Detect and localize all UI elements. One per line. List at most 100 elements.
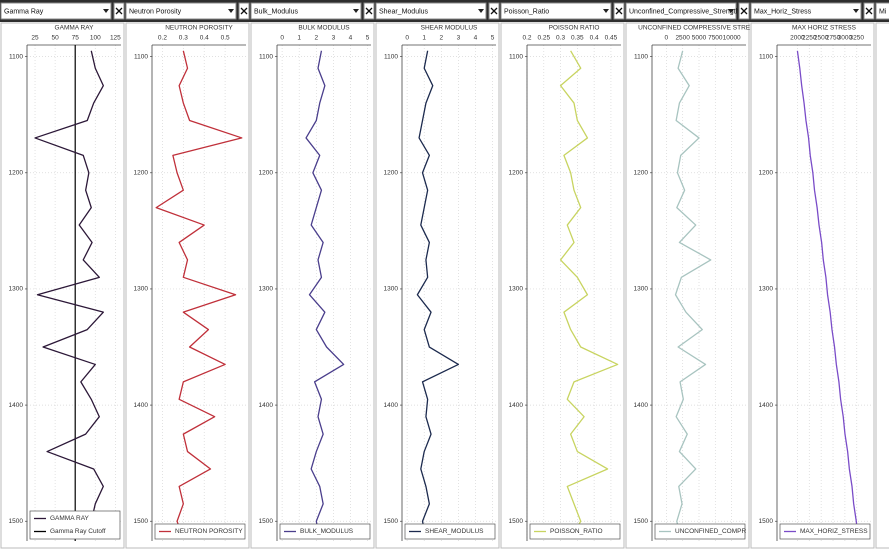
dropdown[interactable] — [625, 2, 737, 20]
track: MAX HORIZ STRESS 200022502500275030003250… — [750, 22, 875, 549]
track-title: NEUTRON POROSITY — [165, 25, 233, 32]
legend-label: UNCONFINED_COMPR — [675, 528, 746, 535]
track-panel — [0, 22, 125, 549]
x-tick-label: 2750 — [826, 35, 841, 42]
close-icon — [615, 7, 623, 15]
dropdown[interactable] — [500, 2, 612, 20]
log-curve — [416, 50, 460, 539]
x-tick-label: 0 — [665, 35, 669, 42]
log-curve — [559, 50, 619, 540]
track: BULK MODULUS 0 1 2 3 4 5 1100 1200 1300 1400 1500 BU… — [250, 22, 375, 549]
track-selector[interactable]: Shear_Modulus — [375, 2, 500, 20]
y-tick-label: 1300 — [9, 286, 24, 293]
y-tick-label: 1200 — [759, 169, 774, 176]
x-tick-label: 5 — [491, 35, 495, 42]
legend-label: BULK_MODULUS — [300, 528, 354, 535]
y-tick-label: 1400 — [759, 402, 774, 409]
x-tick-label: 0.3 — [556, 35, 565, 42]
x-tick-label: 5 — [366, 35, 370, 42]
x-tick-label: 7500 — [708, 35, 723, 42]
dropdown-label: Gamma Ray — [4, 8, 44, 15]
dropdown-label: Shear_Modulus — [379, 8, 429, 15]
x-tick-label: 0.2 — [522, 35, 531, 42]
x-tick-label: 5000 — [692, 35, 707, 42]
y-tick-label: 1200 — [509, 169, 524, 176]
track-panel — [125, 22, 250, 549]
y-tick-label: 1500 — [509, 518, 524, 525]
dropdown-label: Mi — [879, 8, 887, 15]
dropdown[interactable] — [875, 2, 889, 20]
x-tick-label: 3000 — [838, 35, 853, 42]
x-tick-label: 0.45 — [605, 35, 618, 42]
x-tick-label: 2000 — [790, 35, 805, 42]
log-curve — [34, 50, 104, 539]
y-tick-label: 1300 — [509, 286, 524, 293]
track-selector[interactable]: Gamma Ray — [0, 2, 125, 20]
track-selector[interactable]: Unconfined_Compressive_Strength — [625, 2, 750, 20]
dropdown[interactable] — [375, 2, 487, 20]
x-tick-label: 25 — [31, 35, 39, 42]
track-selector[interactable]: Max_Horiz_Stress — [750, 2, 875, 20]
track-selector[interactable]: Neutron Porosity — [125, 2, 250, 20]
dropdown-arrow — [728, 9, 734, 13]
y-tick-label: 1500 — [9, 518, 24, 525]
close-icon — [740, 7, 748, 15]
dropdown-arrow — [603, 9, 609, 13]
y-tick-label: 1400 — [384, 402, 399, 409]
track: UNCONFINED COMPRESSIVE STRENG 0 2500 5000 75… — [625, 22, 760, 549]
dropdown-label: Bulk_Modulus — [254, 8, 298, 15]
x-tick-label: 0.4 — [200, 35, 209, 42]
log-curve — [305, 50, 345, 539]
legend-label: POISSON_RATIO — [550, 528, 603, 535]
track-title: SHEAR MODULUS — [421, 25, 478, 32]
legend-label: Gamma Ray Cutoff — [50, 528, 106, 535]
track: SHEAR MODULUS 0 1 2 3 4 5 1100 1200 1300 1400 1500 S… — [375, 22, 500, 549]
dropdown[interactable] — [250, 2, 362, 20]
dropdown-label: Unconfined_Compressive_Strength — [629, 8, 740, 15]
close-icon — [365, 7, 373, 15]
y-tick-label: 1100 — [759, 53, 773, 60]
x-tick-label: 0.5 — [221, 35, 230, 42]
log-curve — [155, 50, 243, 539]
legend — [279, 523, 371, 540]
track-selector[interactable]: Mi — [875, 2, 889, 20]
y-tick-label: 1400 — [9, 402, 24, 409]
x-tick-label: 0 — [280, 35, 284, 42]
track-title: MAX HORIZ STRESS — [792, 25, 857, 32]
y-tick-label: 1400 — [134, 402, 149, 409]
close-icon — [490, 7, 498, 15]
y-tick-label: 1100 — [134, 53, 148, 60]
track: GAMMA RAY 25 50 75 100 125 1100 1200 1300 1400 150… — [0, 22, 125, 549]
x-tick-label: 1 — [422, 35, 426, 42]
x-tick-label: 0.35 — [571, 35, 584, 42]
dropdown[interactable] — [0, 2, 112, 20]
y-tick-label: 1500 — [384, 518, 399, 525]
x-tick-label: 50 — [52, 35, 60, 42]
x-tick-label: 0.4 — [590, 35, 599, 42]
dropdown[interactable] — [750, 2, 862, 20]
track-title: BULK MODULUS — [298, 25, 350, 32]
dropdown[interactable] — [125, 2, 237, 20]
legend — [654, 523, 746, 540]
y-tick-label: 1200 — [384, 169, 399, 176]
x-tick-label: 0.3 — [179, 35, 188, 42]
y-tick-label: 1300 — [759, 286, 774, 293]
y-tick-label: 1200 — [259, 169, 274, 176]
x-tick-label: 3 — [457, 35, 461, 42]
y-tick-label: 1400 — [634, 402, 649, 409]
y-tick-label: 1400 — [259, 402, 274, 409]
track-selector[interactable]: Poisson_Ratio — [500, 2, 625, 20]
x-tick-label: 100 — [90, 35, 101, 42]
legend — [29, 510, 121, 540]
track-selector[interactable]: Bulk_Modulus — [250, 2, 375, 20]
legend-label: MAX_HORIZ_STRESS — [800, 528, 868, 535]
legend — [154, 523, 246, 540]
dropdown-arrow — [353, 9, 359, 13]
track-panel — [500, 22, 625, 549]
toolbar-items: Gamma Ray Neutron Porosity Bulk_Modulus She… — [0, 2, 889, 20]
y-tick-label: 1200 — [634, 169, 649, 176]
track-panel — [875, 22, 889, 549]
x-tick-label: 2500 — [675, 35, 690, 42]
